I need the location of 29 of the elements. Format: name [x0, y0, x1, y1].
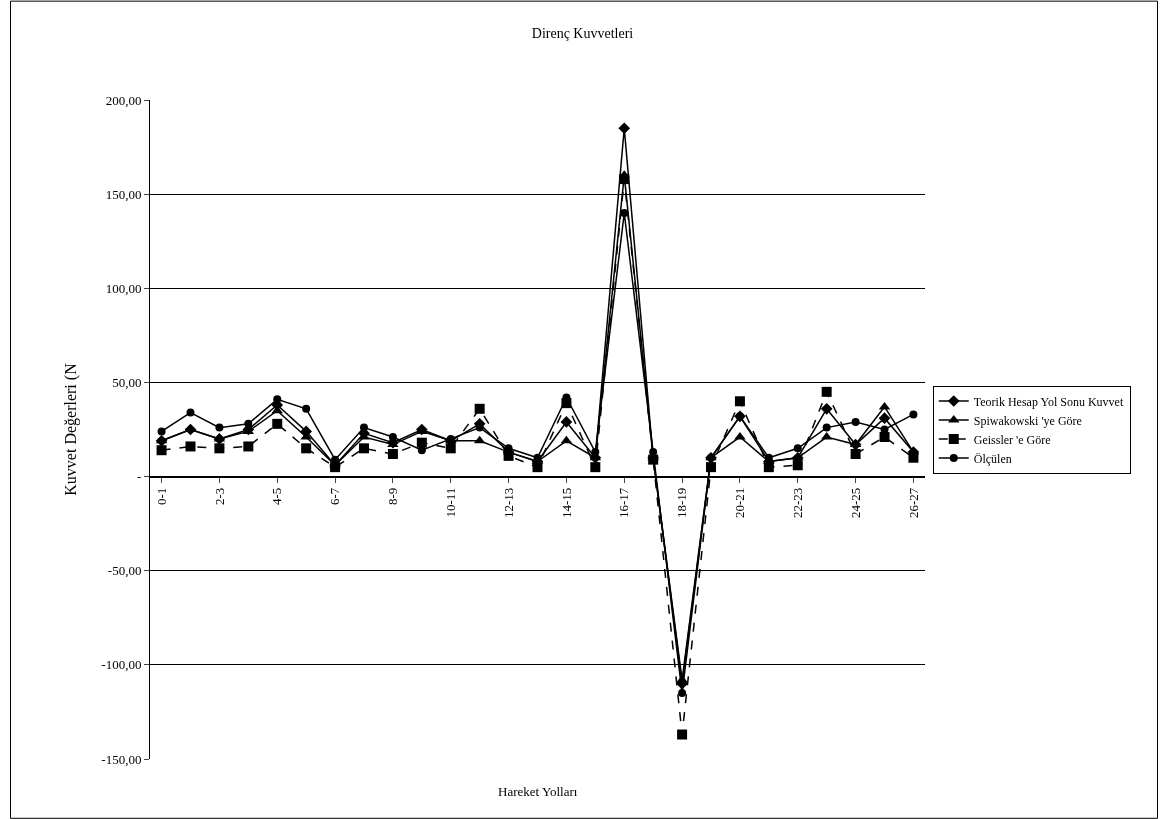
x-tick-label: 10-11 [442, 487, 458, 518]
y-tick-label: -50,00 [107, 563, 142, 579]
legend-label: Geissler 'e Göre [973, 432, 1051, 447]
x-tick-label: 12-13 [500, 487, 516, 519]
x-tick-label: 2-3 [211, 487, 227, 506]
x-tick-label: 6-7 [327, 487, 343, 506]
x-tick-label: 8-9 [385, 487, 401, 506]
y-tick-label: - [137, 469, 142, 485]
y-tick-label: -100,00 [101, 657, 142, 673]
x-tick-label: 14-15 [558, 487, 574, 519]
x-tick-label: 24-25 [847, 487, 863, 519]
y-tick-label: -150,00 [101, 751, 142, 767]
legend-label: Ölçülen [973, 451, 1012, 466]
x-tick-label: 22-23 [789, 487, 805, 519]
x-tick-label: 0-1 [153, 487, 169, 506]
x-axis-title: Hareket Yolları [498, 784, 578, 799]
x-tick-label: 4-5 [269, 487, 285, 506]
y-axis-title: Kuvvet Değerleri (N [62, 362, 81, 496]
x-tick-label: 16-17 [616, 487, 632, 519]
legend-label: Spiwakowski 'ye Göre [973, 413, 1082, 428]
y-tick-label: 150,00 [105, 186, 142, 202]
y-tick-label: 100,00 [105, 280, 142, 296]
y-tick-label: 50,00 [112, 374, 142, 390]
legend-label: Teorik Hesap Yol Sonu Kuvvet [973, 394, 1124, 409]
chart-title: Direnç Kuvvetleri [531, 26, 634, 42]
x-tick-label: 26-27 [905, 487, 921, 519]
y-tick-label: 200,00 [105, 92, 142, 108]
x-tick-label: 18-19 [674, 487, 690, 519]
x-tick-label: 20-21 [732, 487, 748, 519]
